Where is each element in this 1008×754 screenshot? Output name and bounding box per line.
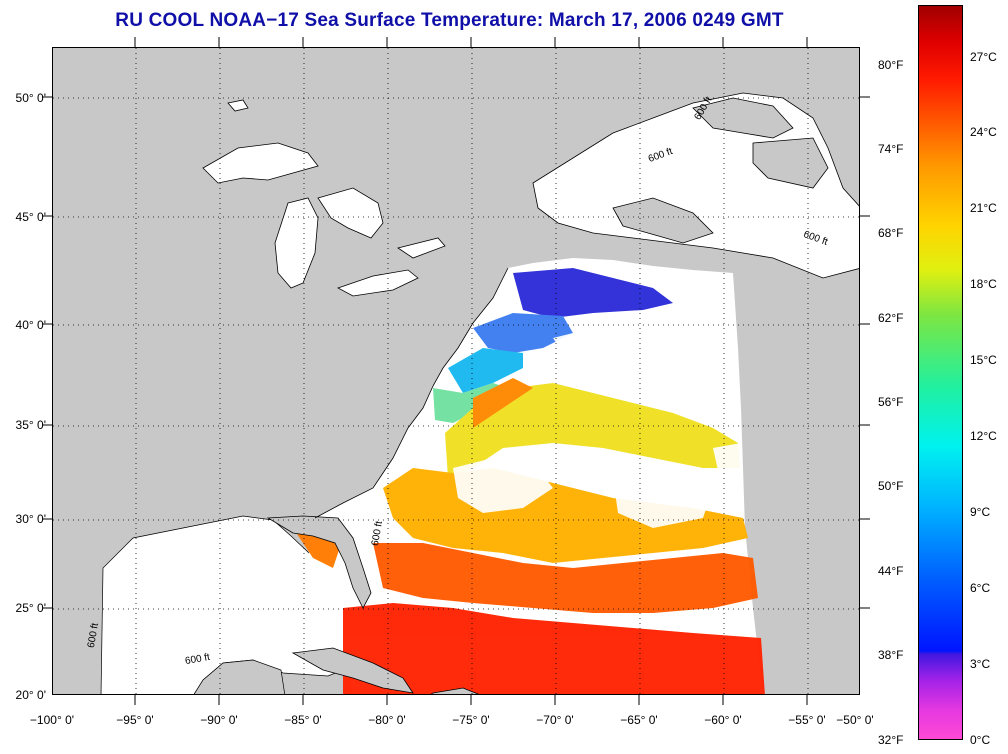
lon-label-55: −55° 0' — [788, 713, 826, 727]
colorbar-f-32: 32°F — [878, 733, 904, 747]
colorbar-c-9: 9°C — [970, 505, 991, 519]
lon-label-65: −65° 0' — [620, 713, 658, 727]
lat-label-45: 45° 0' — [15, 210, 46, 224]
cloud-cover — [453, 323, 743, 528]
lon-label-95: −95° 0' — [116, 713, 154, 727]
temperature-colorbar — [918, 5, 963, 740]
lon-label-85: −85° 0' — [284, 713, 322, 727]
lon-label-100: −100° 0' — [29, 713, 75, 727]
colorbar-f-56: 56°F — [878, 395, 904, 409]
colorbar-c-12: 12°C — [970, 429, 997, 443]
colorbar-c-27: 27°C — [970, 50, 997, 64]
lat-label-30: 30° 0' — [15, 512, 46, 526]
colorbar-c-15: 15°C — [970, 353, 997, 367]
colorbar-c-0: 0°C — [970, 733, 991, 747]
lat-label-20: 20° 0' — [15, 688, 46, 702]
colorbar-c-6: 6°C — [970, 581, 991, 595]
lon-label-50: −50° 0' — [836, 713, 874, 727]
colorbar-f-62: 62°F — [878, 311, 904, 325]
colorbar-f-44: 44°F — [878, 564, 904, 578]
map-ticks — [42, 37, 870, 705]
sst-field — [293, 268, 765, 694]
colorbar-f-50: 50°F — [878, 479, 904, 493]
colorbar-c-24: 24°C — [970, 125, 997, 139]
colorbar-f-74: 74°F — [878, 142, 904, 156]
colorbar-f-68: 68°F — [878, 226, 904, 240]
colorbar-c-18: 18°C — [970, 277, 997, 291]
lon-label-60: −60° 0' — [704, 713, 742, 727]
lat-label-50: 50° 0' — [15, 91, 46, 105]
caribbean-land — [266, 515, 480, 694]
lon-label-80: −80° 0' — [368, 713, 406, 727]
lat-label-35: 35° 0' — [15, 418, 46, 432]
lat-label-40: 40° 0' — [15, 318, 46, 332]
lon-label-70: −70° 0' — [536, 713, 574, 727]
great-lakes — [202, 99, 446, 297]
yucatan — [193, 659, 286, 694]
colorbar-c-3: 3°C — [970, 657, 991, 671]
sst-map: 600 ft 600 ft 600 ft 600 ft 600 ft 600 f… — [52, 47, 860, 695]
sst-map-canvas — [53, 48, 859, 694]
lat-label-25: 25° 0' — [15, 601, 46, 615]
colorbar-f-38: 38°F — [878, 648, 904, 662]
colorbar-c-21: 21°C — [970, 201, 997, 215]
st-lawrence — [532, 92, 859, 279]
map-title: RU COOL NOAA−17 Sea Surface Temperature:… — [115, 10, 784, 31]
east-coast — [314, 267, 509, 519]
lon-label-90: −90° 0' — [200, 713, 238, 727]
colorbar-f-80: 80°F — [878, 58, 904, 72]
lat-lon-grid — [53, 48, 859, 694]
lon-label-75: −75° 0' — [452, 713, 490, 727]
